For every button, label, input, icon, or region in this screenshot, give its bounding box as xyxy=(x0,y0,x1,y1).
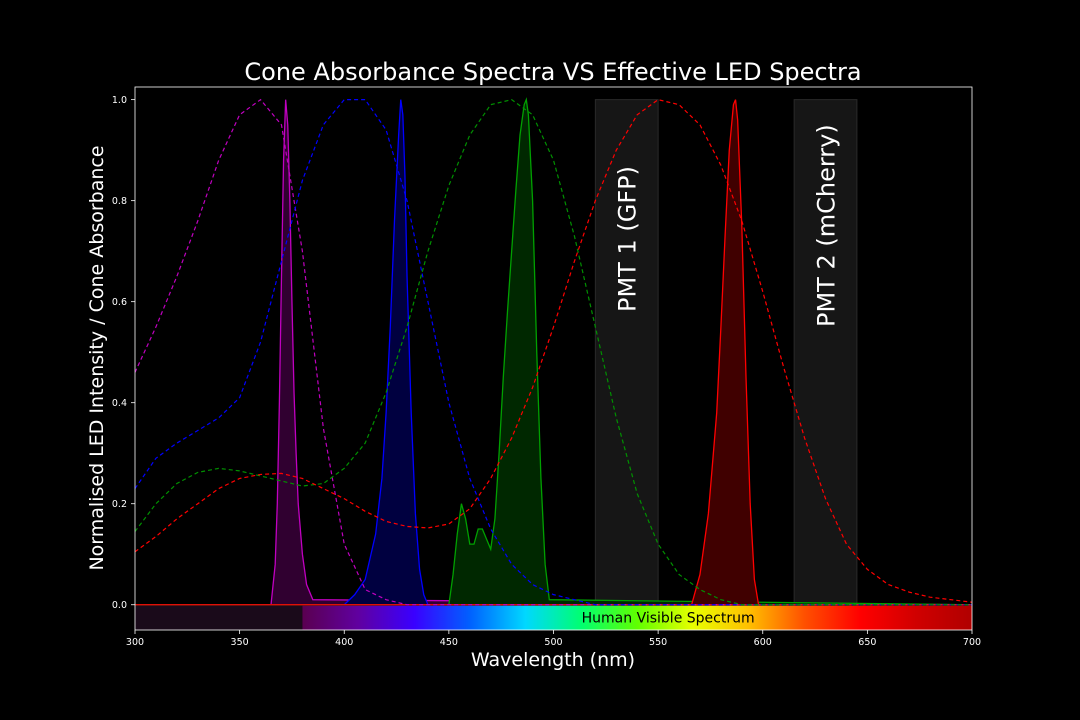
x-tick-label: 650 xyxy=(858,637,876,648)
x-tick-label: 450 xyxy=(440,637,458,648)
x-tick-label: 400 xyxy=(335,637,353,648)
x-tick-label: 350 xyxy=(231,637,249,648)
uv-strip xyxy=(135,605,303,630)
pmt-label-2: PMT 2 (mCherry) xyxy=(813,124,841,327)
cone-absorbance-3 xyxy=(135,98,972,606)
y-tick-label: 0.2 xyxy=(112,499,127,510)
x-tick-label: 700 xyxy=(963,637,981,648)
led-spectrum-3 xyxy=(135,97,972,606)
plot-area: Human Visible Spectrum PMT 1 (GFP) PMT 2 (… xyxy=(112,86,981,648)
visible-spectrum-label: Human Visible Spectrum xyxy=(582,610,755,626)
chart-title: Cone Absorbance Spectra VS Effective LED… xyxy=(244,58,861,86)
cone-absorbance-2 xyxy=(135,99,972,606)
x-axis-label: Wavelength (nm) xyxy=(471,649,635,671)
x-tick-label: 600 xyxy=(754,637,772,648)
y-tick-label: 1.0 xyxy=(112,95,127,106)
cone-absorbance-4 xyxy=(135,98,972,603)
x-tick-label: 550 xyxy=(649,637,667,648)
y-tick-label: 0.8 xyxy=(112,196,127,207)
pmt-band-2 xyxy=(793,99,858,606)
cone-absorbance-1 xyxy=(135,98,972,606)
pmt-label-1: PMT 1 (GFP) xyxy=(614,166,642,312)
x-tick-label: 300 xyxy=(126,637,144,648)
y-axis-label: Normalised LED Intensity / Cone Absorban… xyxy=(86,145,108,570)
y-tick-label: 0.4 xyxy=(112,398,127,409)
visible-spectrum-bar xyxy=(302,605,972,630)
y-tick-label: 0.0 xyxy=(112,600,127,611)
y-tick-label: 0.6 xyxy=(112,297,127,308)
x-tick-label: 500 xyxy=(544,637,562,648)
